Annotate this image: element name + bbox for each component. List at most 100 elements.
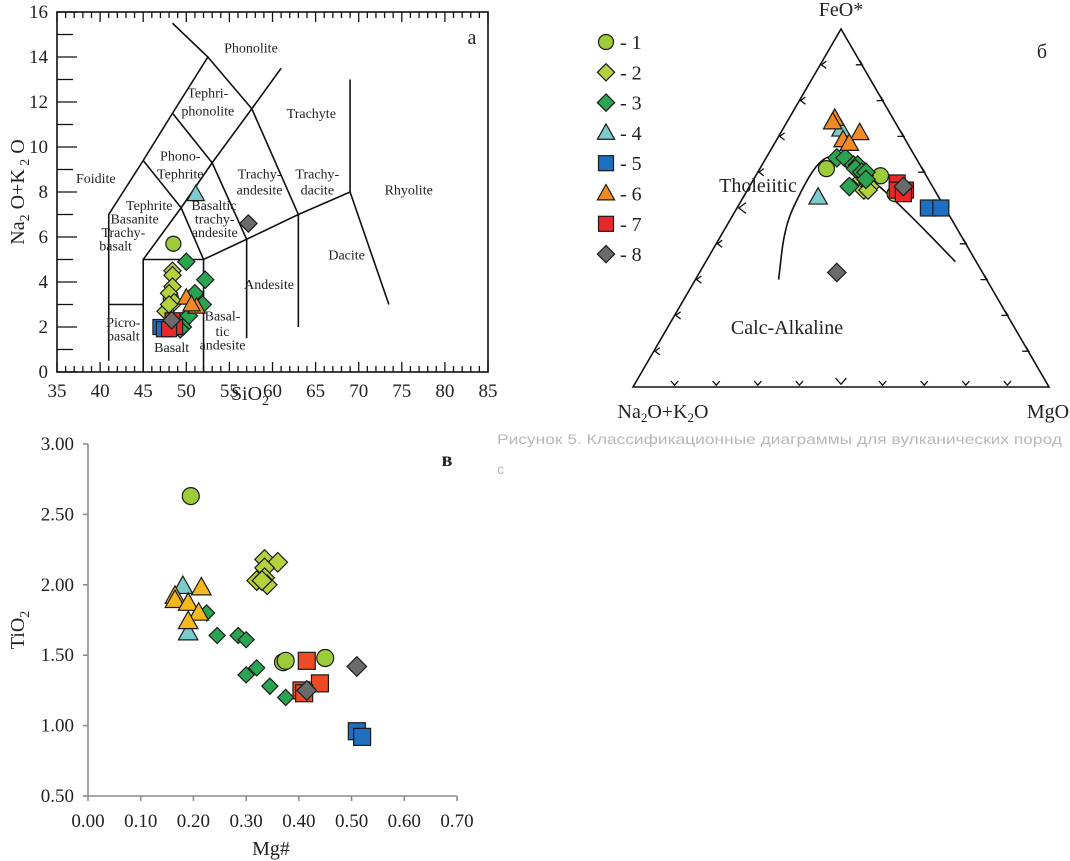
tio2-x-tick-label: 0.10 (124, 811, 157, 832)
tio2-points (164, 486, 372, 746)
ternary-point-group-6 (839, 132, 860, 151)
tas-field-label: basalt (99, 240, 132, 255)
tas-field-label: Basaltic (191, 199, 236, 214)
tas-field-label: Tephrite (126, 199, 172, 214)
ternary-point-group-8 (826, 262, 847, 283)
legend: - 1 - 2 - 3 - 4 - 5 - 6 - 7 - 8 (596, 32, 642, 266)
tio2-point-group-6 (190, 576, 213, 596)
ternary-tick-right (980, 274, 989, 281)
tio2-point-group-3 (237, 630, 256, 649)
tas-field-label: Phonolite (224, 42, 278, 57)
tas-x-tick-label: 35 (48, 381, 67, 402)
ternary-point-group-5 (932, 199, 950, 217)
ternary-tick-left (757, 168, 765, 177)
ternary-tick-bottom (1003, 380, 1012, 387)
tio2-point-group-6 (187, 601, 210, 621)
panel-label-a: а (468, 27, 477, 49)
tas-y-tick-label: 0 (39, 362, 49, 383)
tio2-x-axis-label: Mg# (252, 838, 290, 860)
legend-marker-diamond-icon (596, 93, 616, 113)
tas-boundary-line (349, 79, 390, 305)
ternary-tick-right (855, 59, 864, 66)
tio2-point-group-4 (177, 621, 199, 641)
tio2-point-group-3 (260, 677, 279, 696)
tio2-y-tick-label: 2.50 (41, 504, 74, 525)
caption-fragment: Рисунок 5. Классификационные диаграммы д… (497, 431, 1062, 447)
tio2-y-tick-label: 1.50 (41, 645, 74, 666)
caption-fragment-2: с (497, 461, 504, 477)
tas-y-tick-label: 12 (29, 92, 48, 113)
tio2-x-tick-label: 0.70 (440, 811, 473, 832)
tio2-point-group-7 (297, 651, 316, 670)
tas-field-label: Basalt (154, 341, 189, 356)
legend-label: - 8 (620, 244, 642, 266)
ternary-point-group-4 (807, 186, 829, 205)
ternary-tick-bottom (712, 380, 721, 387)
ternary-point-group-1 (817, 160, 836, 178)
ternary-tick-right (897, 131, 906, 138)
legend-marker-square-icon (597, 215, 615, 232)
ternary-tick-left (653, 347, 661, 356)
legend-item: - 2 (596, 62, 642, 84)
tas-boundary-line (107, 22, 209, 361)
ternary-tick-right (918, 167, 926, 173)
tas-y-tick-label: 10 (29, 137, 48, 158)
ternary-tick-bottom (920, 380, 929, 387)
tas-field-label: andesite (237, 183, 283, 198)
tas-y-axis-label: Na2 O+K 2 O (7, 139, 33, 244)
tas-point-group-1 (165, 235, 182, 252)
legend-item: - 4 (596, 122, 642, 145)
tio2-x-tick-label: 0.60 (388, 811, 421, 832)
tas-point-group-4 (186, 184, 206, 202)
tio2-point-group-3 (208, 626, 227, 645)
tio2-point-group-2 (251, 569, 273, 592)
tio2-y-tick-label: 1.00 (41, 716, 74, 737)
legend-marker-circle-icon (597, 33, 615, 51)
ternary-tick-bottom (835, 377, 847, 386)
legend-item: - 8 (596, 244, 642, 266)
tio2-x-tick-label: 0.40 (282, 811, 315, 832)
ternary-tick-bottom (795, 380, 804, 387)
tas-field-label: Rhyolite (385, 183, 433, 198)
apex-label-mgo: MgO (1027, 401, 1069, 423)
tas-boundary-line (171, 112, 248, 339)
ternary-tick-left (820, 60, 827, 69)
legend-label: - 3 (620, 93, 642, 115)
tio2-y-tick-label: 0.50 (41, 786, 74, 807)
tas-field-label: Basanite (110, 213, 158, 228)
tas-y-tick-label: 6 (39, 227, 49, 248)
tas-field-label: Picro- (106, 316, 141, 331)
tas-field-label: tic (216, 325, 230, 340)
tas-point-group-3 (195, 270, 215, 290)
ternary-tick-left (695, 275, 702, 284)
apex-label-alkali: Na2O+K2O (618, 401, 709, 425)
legend-label: - 1 (620, 32, 642, 54)
legend-marker-triangle-icon (596, 122, 616, 140)
ternary-point-group-8 (893, 176, 914, 197)
ternary-tick-bottom (753, 380, 762, 387)
ternary-tick-left (674, 311, 681, 320)
ternary-tick-left (799, 96, 806, 105)
tas-point-group-8 (238, 214, 258, 233)
tio2-point-group-8 (296, 679, 318, 702)
legend-label: - 4 (620, 123, 642, 145)
tas-x-tick-label: 70 (349, 381, 368, 402)
legend-item: - 6 (596, 183, 642, 206)
tas-point-group-3 (176, 252, 196, 272)
tio2-point-group-6 (164, 588, 186, 609)
tio2-tick-labels: 0.00 0.10 0.20 0.30 0.40 0.50 0.60 0.70 0.50 1.00… (41, 434, 474, 832)
tio2-y-tick-label: 2.00 (41, 575, 74, 596)
tas-field-label: Basal- (205, 309, 241, 324)
tas-x-tick-label: 75 (392, 381, 411, 402)
ternary-point-group-3 (835, 147, 856, 168)
tas-y-tick-label: 16 (29, 2, 48, 23)
tas-y-tick-label: 8 (39, 182, 49, 203)
ternary-tick-bottom (961, 380, 970, 387)
tas-x-tick-label: 45 (134, 381, 153, 402)
legend-label: - 2 (620, 62, 642, 84)
tio2-x-tick-label: 0.00 (71, 811, 104, 832)
legend-marker-diamond-icon (596, 244, 616, 264)
tas-x-tick-label: 40 (91, 381, 110, 402)
ternary-tick-left (737, 202, 747, 214)
